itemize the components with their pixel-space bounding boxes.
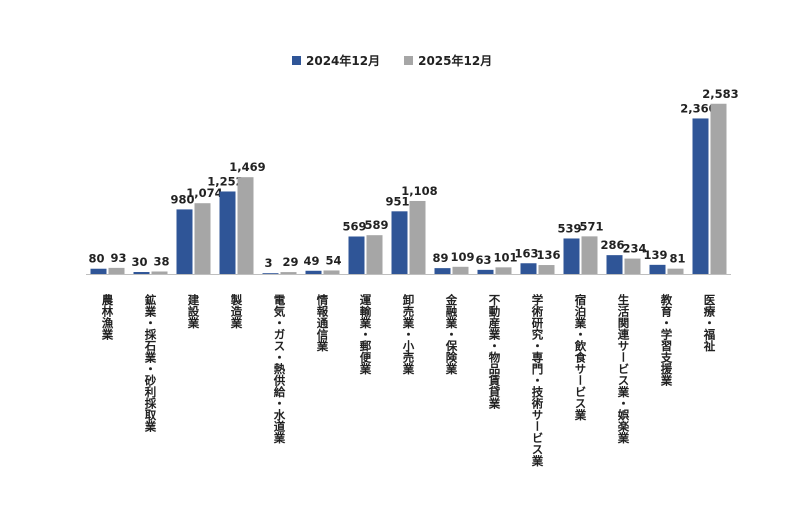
category-label-9: 不動産業・物品賃貸業 bbox=[488, 294, 502, 410]
value-label-2025-9: 101 bbox=[493, 250, 517, 264]
value-label-2025-11: 571 bbox=[579, 219, 603, 233]
value-label-2025-8: 109 bbox=[450, 250, 474, 264]
bar-2024-12 bbox=[606, 255, 623, 274]
bar-2024-14 bbox=[692, 118, 709, 274]
category-label-7: 卸売業・小売業 bbox=[402, 293, 416, 375]
bar-2024-0 bbox=[90, 268, 107, 274]
bar-2024-5 bbox=[305, 270, 322, 274]
value-label-2025-0: 93 bbox=[110, 251, 126, 265]
value-label-2024-9: 63 bbox=[475, 253, 491, 267]
value-label-2025-4: 29 bbox=[282, 255, 298, 269]
category-label-2: 建設業 bbox=[187, 293, 201, 329]
category-label-11: 宿泊業・飲食サービス業 bbox=[574, 293, 588, 421]
value-label-2024-11: 539 bbox=[557, 221, 581, 235]
bar-2024-1 bbox=[133, 272, 150, 274]
bar-2024-11 bbox=[563, 238, 580, 274]
legend-swatch-2025 bbox=[404, 56, 414, 65]
bar-2025-12 bbox=[624, 258, 641, 274]
value-label-2024-10: 163 bbox=[514, 246, 538, 260]
legend-label-2025: 2025年12月 bbox=[418, 54, 493, 68]
category-label-1: 鉱業・採石業・砂利採取業 bbox=[144, 293, 158, 433]
value-label-2024-5: 49 bbox=[303, 254, 319, 268]
value-label-2024-6: 569 bbox=[342, 219, 366, 233]
value-label-2025-7: 1,108 bbox=[401, 184, 437, 198]
category-label-3: 製造業 bbox=[230, 293, 244, 329]
bar-2024-2 bbox=[176, 209, 193, 274]
legend-swatch-2024 bbox=[292, 56, 301, 65]
value-label-2025-5: 54 bbox=[325, 253, 341, 267]
value-label-2024-8: 89 bbox=[432, 251, 448, 265]
bar-2025-1 bbox=[151, 271, 168, 274]
category-label-6: 運輸業・郵便業 bbox=[359, 294, 373, 375]
value-label-2024-12: 286 bbox=[600, 238, 624, 252]
value-label-2025-14: 2,583 bbox=[702, 87, 738, 101]
bar-2025-0 bbox=[108, 267, 125, 274]
category-label-14: 医療・福祉 bbox=[703, 294, 717, 352]
category-label-4: 電気・ガス・熱供給・水道業 bbox=[273, 294, 287, 444]
bar-2024-6 bbox=[348, 236, 365, 274]
value-label-2025-3: 1,469 bbox=[229, 160, 265, 174]
value-label-2025-10: 136 bbox=[536, 248, 560, 262]
legend-item-2025: 2025年12月 bbox=[404, 52, 492, 69]
bar-2024-8 bbox=[434, 268, 451, 274]
legend-item-2024: 2024年12月 bbox=[292, 52, 380, 69]
value-label-2024-3: 1,252 bbox=[207, 174, 243, 188]
bar-2025-6 bbox=[366, 235, 383, 274]
value-label-2025-2: 1,074 bbox=[186, 186, 222, 200]
value-label-2025-6: 589 bbox=[364, 218, 388, 232]
bar-2024-9 bbox=[477, 269, 494, 274]
category-label-5: 情報通信業 bbox=[316, 293, 330, 352]
value-label-2024-1: 30 bbox=[131, 255, 147, 269]
legend-label-2024: 2024年12月 bbox=[306, 54, 381, 68]
bar-2025-7 bbox=[409, 200, 426, 274]
value-label-2024-13: 139 bbox=[643, 248, 667, 262]
value-label-2025-1: 38 bbox=[153, 254, 169, 268]
bar-2024-10 bbox=[520, 263, 537, 274]
category-label-0: 農林漁業 bbox=[101, 293, 115, 341]
value-label-2024-4: 3 bbox=[264, 256, 272, 270]
category-label-10: 学術研究・専門・技術サービス業 bbox=[531, 293, 545, 467]
category-label-12: 生活関連サービス業・娯楽業 bbox=[617, 293, 631, 444]
bar-2025-10 bbox=[538, 265, 555, 274]
value-label-2025-12: 234 bbox=[622, 242, 646, 256]
bar-2025-11 bbox=[581, 236, 598, 274]
bar-2024-3 bbox=[219, 191, 236, 274]
value-label-2024-0: 80 bbox=[88, 252, 104, 266]
bar-2025-5 bbox=[323, 270, 340, 274]
bar-2024-4 bbox=[262, 273, 279, 274]
category-label-13: 教育・学習支援業 bbox=[660, 293, 674, 387]
bar-2024-13 bbox=[649, 264, 666, 274]
value-label-2024-14: 2,360 bbox=[680, 101, 716, 115]
bar-2025-13 bbox=[667, 268, 684, 274]
bar-2025-4 bbox=[280, 272, 297, 274]
value-label-2024-7: 951 bbox=[385, 194, 409, 208]
legend: 2024年12月 2025年12月 bbox=[292, 52, 492, 69]
category-label-8: 金融業・保険業 bbox=[445, 293, 459, 375]
bar-2025-2 bbox=[194, 203, 211, 274]
bar-2025-3 bbox=[237, 177, 254, 274]
bar-2025-9 bbox=[495, 267, 512, 274]
bar-2025-14 bbox=[710, 103, 727, 274]
bar-2024-7 bbox=[391, 211, 408, 274]
value-label-2024-2: 980 bbox=[170, 192, 194, 206]
value-label-2025-13: 81 bbox=[669, 252, 685, 266]
bar-2025-8 bbox=[452, 266, 469, 274]
